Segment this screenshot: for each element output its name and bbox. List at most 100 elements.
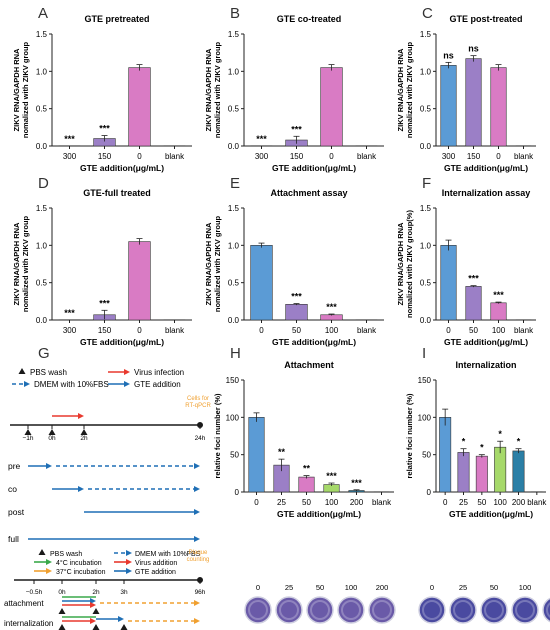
legend-virus-label: Virus infection — [134, 368, 184, 377]
pbs-wash-marker — [58, 608, 66, 614]
significance-label: *** — [99, 298, 110, 308]
plate-label: 50 — [316, 583, 324, 592]
plaque-dish-texture — [310, 600, 330, 620]
plaque-dish — [449, 596, 477, 624]
y-axis-label: ZIKV RNA/GAPDH RNA — [396, 222, 405, 306]
plate-label: 50 — [490, 583, 498, 592]
y-axis-label: relative foci number (%) — [213, 393, 222, 479]
pbs-wash-marker — [80, 429, 88, 435]
arrow-head — [126, 568, 132, 574]
plaque-dish-texture — [453, 600, 473, 620]
plate-label: 25 — [285, 583, 293, 592]
legend2-pbs-label: PBS wash — [50, 551, 82, 558]
legend2-pbs-marker — [38, 549, 46, 555]
y-tick-label: 0.5 — [36, 279, 48, 288]
x-tick-label: 100 — [493, 498, 507, 507]
arrow-head — [194, 486, 200, 492]
x-axis-label: GTE addition(μg/mL) — [80, 337, 164, 347]
significance-label: *** — [291, 124, 302, 134]
x-axis-label: GTE addition(μg/mL) — [272, 337, 356, 347]
bar — [128, 67, 151, 147]
bar — [490, 302, 507, 321]
arrow-head — [118, 616, 124, 622]
arrow-head — [126, 550, 132, 556]
plate-label: 25 — [459, 583, 467, 592]
significance-label: *** — [64, 134, 75, 144]
chart-i: Internalization 0 50 100 150 relative foci nu… — [405, 360, 547, 519]
plate-label: 200 — [376, 583, 389, 592]
x-tick-label: blank — [514, 326, 534, 335]
arrow-head — [194, 509, 200, 515]
x-tick-label: 100 — [325, 498, 339, 507]
arrow-head — [78, 486, 84, 492]
x-tick-label: 0 — [259, 326, 264, 335]
chart-title: GTE-full treated — [83, 188, 151, 198]
x-tick-label: 150 — [467, 152, 481, 161]
plaque-plates: 0255010020002550100200 — [244, 583, 550, 624]
timeline-2-label: 3h — [120, 589, 128, 596]
plaque-dish — [480, 596, 508, 624]
significance-label: ** — [278, 447, 286, 457]
arrow-head — [194, 536, 200, 542]
x-axis-label: GTE addition(μg/mL) — [444, 163, 528, 173]
y-tick-label: 0.0 — [228, 316, 240, 325]
y-tick-label: 1.5 — [228, 204, 240, 213]
x-axis-label: GTE addition(μg/mL) — [277, 509, 361, 519]
arrow-head — [194, 600, 200, 606]
y-tick-label: 1.5 — [420, 204, 432, 213]
y-axis-label: nomalized with ZIKV group — [213, 215, 222, 312]
timeline-1-label: 24h — [195, 435, 206, 442]
plaque-dish-texture — [248, 600, 268, 620]
y-tick-label: 0.5 — [228, 105, 240, 114]
y-tick-label: 0.0 — [228, 142, 240, 151]
y-tick-label: 1.0 — [228, 241, 240, 250]
bar — [298, 476, 315, 493]
pbs-wash-marker — [92, 608, 100, 614]
y-tick-label: 0.5 — [420, 105, 432, 114]
timeline-1-label: −1h — [22, 435, 33, 442]
plate-label: 100 — [519, 583, 532, 592]
protocol-row-label: co — [8, 484, 17, 494]
bar — [248, 417, 265, 493]
plaque-dish — [275, 596, 303, 624]
y-tick-label: 1.0 — [36, 67, 48, 76]
bar — [457, 452, 470, 493]
significance-label: *** — [493, 290, 504, 300]
x-tick-label: 150 — [98, 152, 112, 161]
arrow-head — [90, 602, 96, 608]
x-tick-label: 200 — [512, 498, 526, 507]
y-axis-label: ZIKV RNA/GAPDH RNA — [204, 222, 213, 306]
y-tick-label: 50 — [422, 451, 431, 460]
y-axis-label: nomalized with ZIKV group — [213, 41, 222, 138]
y-axis-label: nomalized with ZIKV group — [405, 41, 414, 138]
legend-dmem-label: DMEM with 10%FBS — [34, 380, 109, 389]
panel-letter-b: B — [230, 5, 240, 22]
timeline-1-label: 0h — [48, 435, 56, 442]
x-tick-label: 0 — [254, 498, 259, 507]
significance-label: ns — [443, 50, 454, 60]
protocol-row-label: internalization — [4, 619, 53, 628]
bar — [475, 455, 488, 493]
pbs-wash-marker — [48, 429, 56, 435]
plaque-dish — [511, 596, 539, 624]
chart-title: GTE post-treated — [449, 14, 522, 24]
protocol-row-label: attachment — [4, 599, 44, 608]
y-tick-label: 0.0 — [36, 316, 48, 325]
significance-label: ns — [468, 44, 479, 54]
significance-label: * — [517, 437, 521, 447]
plaque-note: counting — [187, 557, 210, 563]
arrow-head — [126, 559, 132, 565]
legend2-4c-label: 4°C incubation — [56, 559, 102, 567]
timeline-1-label: 2h — [80, 435, 88, 442]
arrow-head — [90, 598, 96, 604]
protocol-row-label: pre — [8, 461, 21, 471]
x-tick-label: 0 — [137, 326, 142, 335]
x-tick-label: 150 — [290, 152, 304, 161]
y-tick-label: 0.5 — [228, 279, 240, 288]
y-tick-label: 1.5 — [36, 30, 48, 39]
y-tick-label: 1.0 — [420, 67, 432, 76]
legend2-37c-label: 37°C incubation — [56, 568, 106, 576]
chart-c: GTE post-treated 0.0 0.5 1.0 1.5 ZIKV RNA/GAP… — [396, 14, 536, 173]
y-tick-label: 1.0 — [228, 67, 240, 76]
